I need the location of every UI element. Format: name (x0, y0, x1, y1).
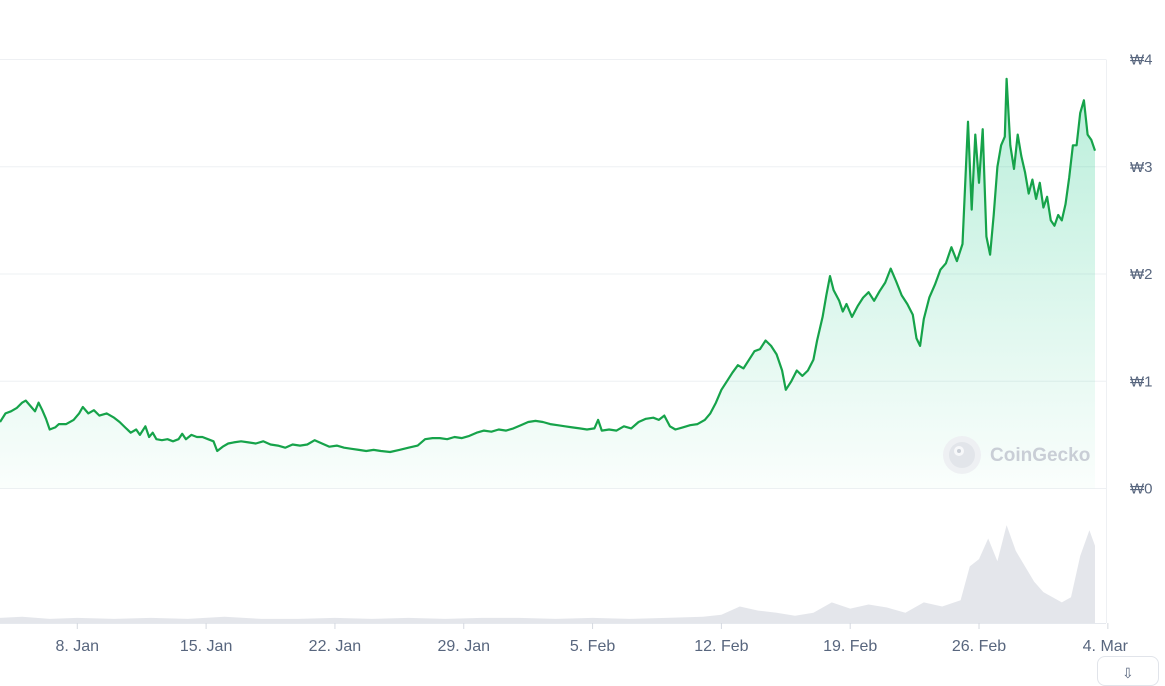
price-series-line (0, 77, 1097, 454)
y-tick-label: ₩1 (1130, 373, 1153, 390)
coingecko-watermark: CoinGecko (943, 436, 1090, 474)
download-button[interactable]: ⇩ (1097, 656, 1159, 686)
coingecko-logo-icon (943, 436, 981, 474)
x-tick-label: 26. Feb (952, 638, 1006, 655)
x-tick-label: 8. Jan (55, 638, 99, 655)
volume-area (0, 525, 1095, 623)
y-tick-label: ₩3 (1130, 159, 1153, 176)
x-tick-label: 29. Jan (438, 638, 490, 655)
watermark-text: CoinGecko (990, 445, 1090, 466)
x-axis-labels: 8. Jan 15. Jan 22. Jan 29. Jan 5. Feb 12. Feb… (55, 623, 1129, 655)
x-tick-label: 15. Jan (180, 638, 232, 655)
x-tick-label: 5. Feb (570, 638, 615, 655)
y-tick-label: ₩2 (1130, 266, 1153, 283)
price-line (0, 77, 1097, 454)
price-series-area (0, 78, 1095, 489)
volume-series-area (0, 525, 1095, 623)
y-tick-label: ₩4 (1130, 52, 1153, 69)
x-tick-label: 19. Feb (823, 638, 877, 655)
price-area (0, 78, 1095, 489)
y-tick-label: ₩0 (1130, 481, 1153, 498)
grid-lines (0, 59, 1107, 624)
download-icon: ⇩ (1122, 665, 1134, 681)
x-tick-label: 12. Feb (694, 638, 748, 655)
x-tick-label: 22. Jan (309, 638, 361, 655)
y-axis-labels: ₩0 ₩1 ₩2 ₩3 ₩4 (1130, 52, 1153, 498)
x-tick-label: 4. Mar (1083, 638, 1129, 655)
